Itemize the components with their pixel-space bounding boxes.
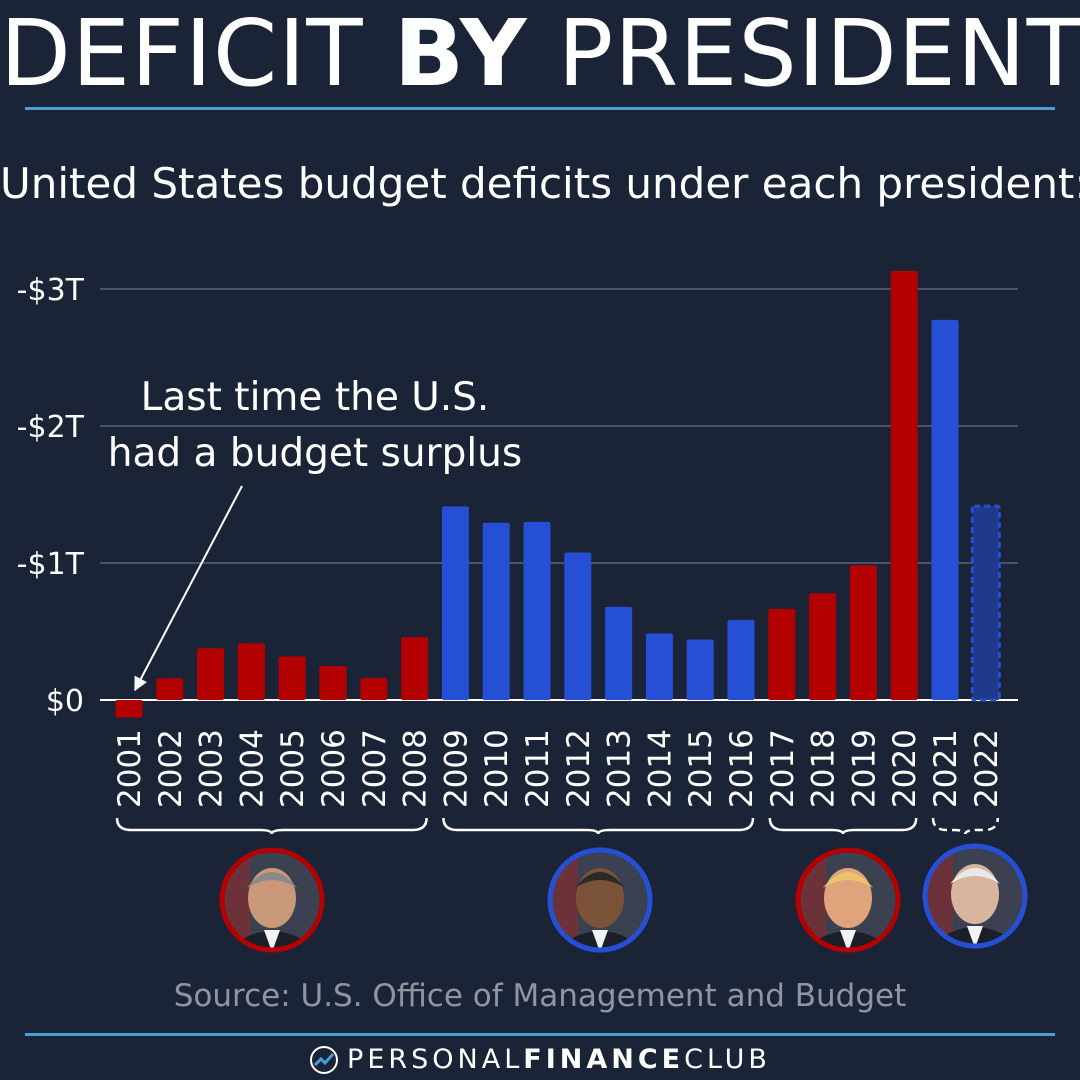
bar-2008 bbox=[401, 637, 429, 700]
bar-2009 bbox=[441, 506, 469, 700]
x-tick-label: 2008 bbox=[398, 729, 434, 808]
bar-2022 bbox=[970, 504, 1001, 702]
bar-2004 bbox=[237, 643, 265, 700]
brand-word-club: CLUB bbox=[684, 1044, 771, 1075]
bar-2001 bbox=[115, 700, 143, 718]
source-note: Source: U.S. Office of Management and Bu… bbox=[173, 978, 907, 1014]
x-tick-label: 2018 bbox=[806, 729, 842, 808]
bar-2014 bbox=[645, 633, 673, 700]
y-tick-label: $0 bbox=[46, 684, 84, 719]
x-tick-label: 2004 bbox=[234, 729, 270, 808]
x-tick-label: 2001 bbox=[112, 729, 148, 808]
bar-2017 bbox=[768, 608, 796, 700]
bar-2003 bbox=[197, 648, 225, 700]
chart-arrow-icon bbox=[310, 1045, 339, 1074]
portrait-trump-icon bbox=[795, 847, 901, 953]
y-tick-label: -$2T bbox=[17, 410, 85, 445]
brand-word-personal: PERSONAL bbox=[347, 1044, 524, 1075]
portrait-biden-icon bbox=[922, 843, 1028, 949]
bar-2005 bbox=[278, 656, 306, 700]
x-tick-label: 2016 bbox=[724, 729, 760, 808]
bar-2013 bbox=[605, 606, 633, 700]
term-brace bbox=[931, 817, 1000, 835]
x-tick-label: 2017 bbox=[765, 729, 801, 808]
surplus-annotation-line2: had a budget surplus bbox=[108, 431, 522, 476]
bar-2010 bbox=[482, 522, 510, 700]
x-tick-label: 2021 bbox=[928, 729, 964, 808]
brand-word-finance: FINANCE bbox=[523, 1044, 685, 1075]
portrait-bush-icon bbox=[219, 847, 325, 953]
y-tick-label: -$1T bbox=[17, 547, 85, 582]
bar-2007 bbox=[360, 677, 388, 700]
bar-2012 bbox=[564, 552, 592, 700]
title-part-1: DEFICIT bbox=[0, 0, 394, 107]
x-tick-label: 2012 bbox=[561, 729, 597, 808]
top-divider bbox=[25, 107, 1055, 110]
x-tick-label: 2022 bbox=[969, 729, 1005, 808]
bar-2002 bbox=[156, 678, 184, 700]
title-bold-word: BY bbox=[393, 0, 528, 107]
term-brace bbox=[115, 817, 428, 835]
y-tick-label: -$3T bbox=[17, 273, 85, 308]
x-tick-label: 2020 bbox=[887, 729, 923, 808]
bar-2015 bbox=[686, 639, 714, 700]
x-tick-label: 2013 bbox=[602, 729, 638, 808]
bar-2019 bbox=[849, 565, 877, 700]
x-tick-label: 2005 bbox=[275, 729, 311, 808]
term-brace bbox=[442, 817, 755, 835]
bar-2021 bbox=[931, 319, 959, 700]
x-tick-label: 2002 bbox=[153, 729, 189, 808]
x-tick-label: 2014 bbox=[642, 729, 678, 808]
bar-2006 bbox=[319, 666, 347, 700]
x-tick-label: 2007 bbox=[357, 729, 393, 808]
bottom-divider bbox=[25, 1033, 1055, 1036]
brand-footer: PERSONALFINANCECLUB bbox=[0, 1044, 1080, 1075]
x-tick-label: 2010 bbox=[479, 729, 515, 808]
title-part-2: PRESIDENT bbox=[527, 0, 1080, 107]
bar-2020 bbox=[890, 270, 918, 700]
bar-2018 bbox=[809, 593, 837, 700]
bar-2011 bbox=[523, 521, 551, 700]
x-tick-label: 2011 bbox=[520, 729, 556, 808]
page-title: DEFICIT BY PRESIDENT bbox=[0, 4, 1080, 104]
bar-2016 bbox=[727, 619, 755, 700]
portrait-obama-icon bbox=[547, 847, 653, 953]
x-tick-label: 2019 bbox=[846, 729, 882, 808]
surplus-annotation-line1: Last time the U.S. bbox=[141, 375, 490, 420]
x-tick-label: 2006 bbox=[316, 729, 352, 808]
x-tick-label: 2003 bbox=[194, 729, 230, 808]
surplus-arrow-icon bbox=[134, 485, 243, 692]
x-tick-label: 2015 bbox=[683, 729, 719, 808]
term-brace bbox=[768, 817, 918, 835]
chart-subtitle: United States budget deficits under each… bbox=[0, 159, 1080, 208]
x-tick-label: 2009 bbox=[438, 729, 474, 808]
